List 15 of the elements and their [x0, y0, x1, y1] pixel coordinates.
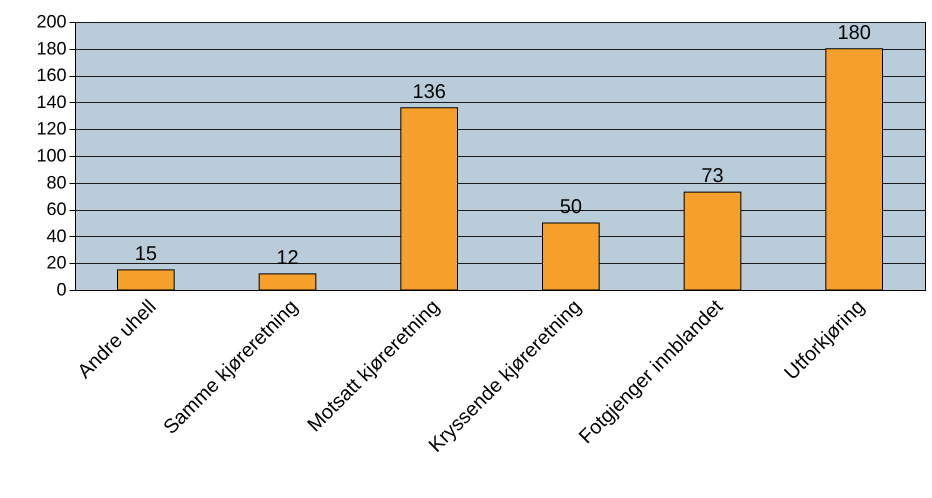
y-tick-label: 20	[46, 252, 66, 273]
data-label: 180	[837, 22, 871, 44]
data-label: 73	[701, 165, 724, 188]
y-tick-label: 180	[36, 38, 66, 58]
y-tick-label: 200	[36, 12, 66, 32]
y-tick-label: 60	[46, 199, 66, 220]
y-tick-label: 100	[36, 146, 66, 166]
y-tick-label: 80	[46, 172, 66, 192]
data-label: 15	[134, 242, 157, 265]
y-tick-label: 120	[36, 118, 66, 139]
y-tick-label: 0	[56, 280, 66, 300]
y-tick-label: 40	[46, 226, 66, 246]
y-tick-label: 140	[36, 92, 66, 112]
data-label: 136	[412, 80, 446, 103]
y-tick-label: 160	[36, 65, 66, 86]
